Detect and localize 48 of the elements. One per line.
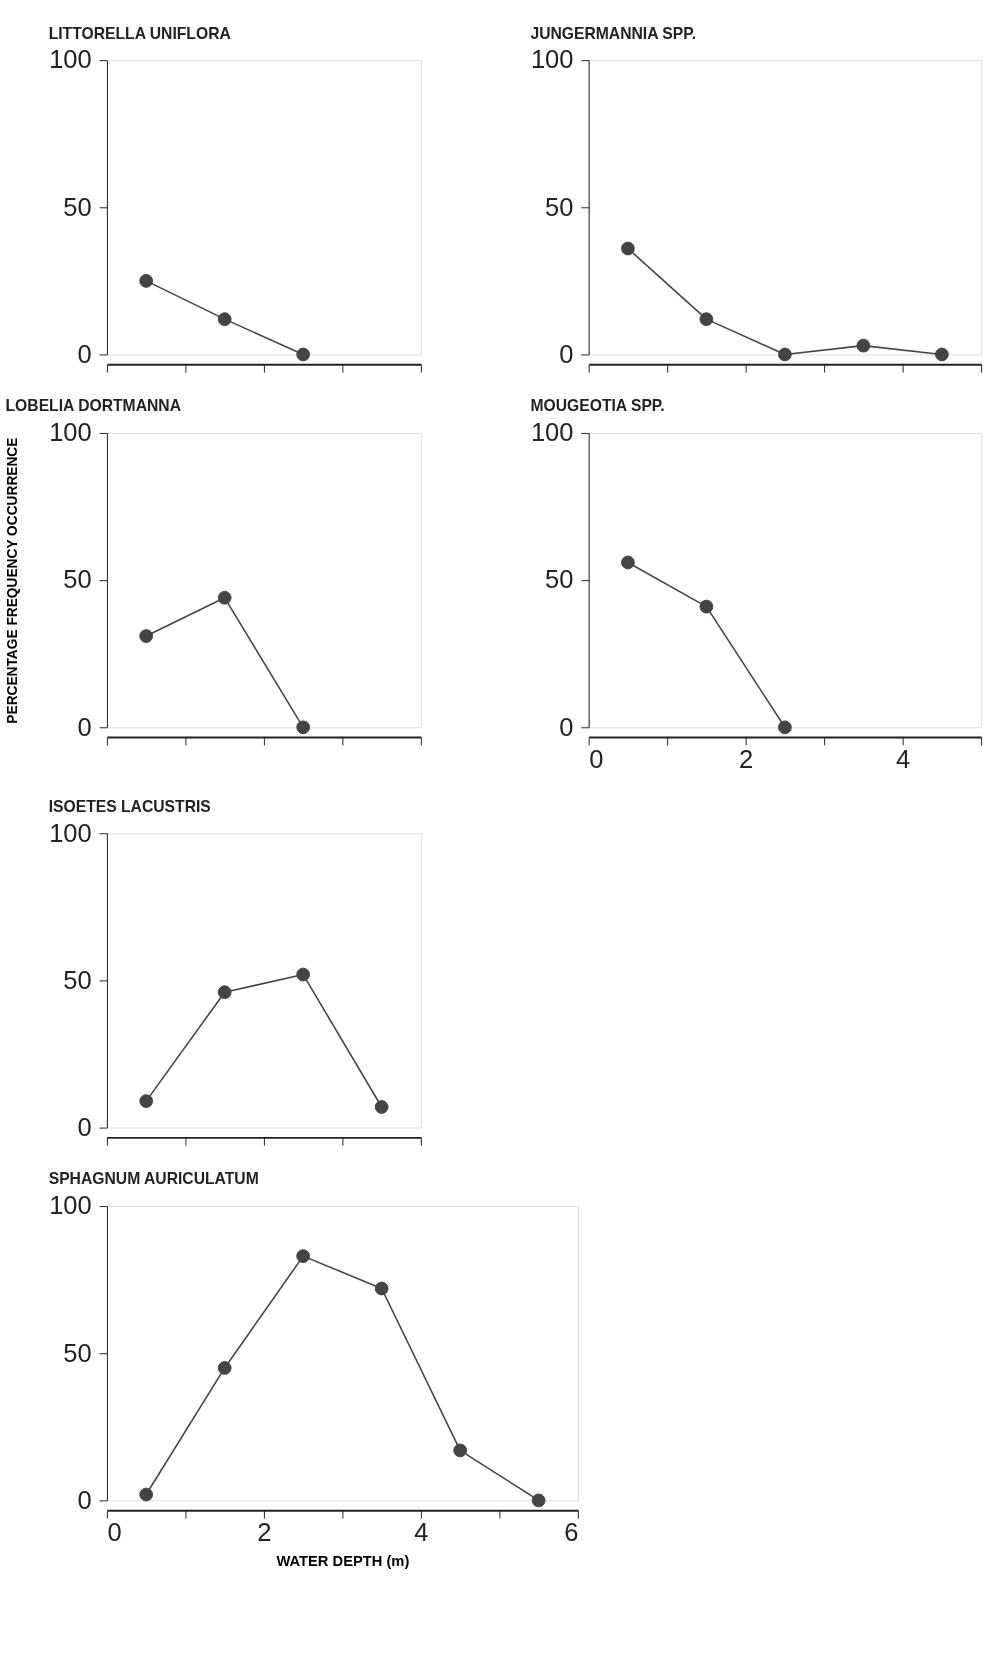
x-tick-label: 4 [896, 745, 911, 774]
point [139, 274, 154, 288]
y-tick-label: 50 [63, 1338, 92, 1367]
x-tick-label: 2 [257, 1518, 272, 1547]
chart-title: ISOETES LACUSTRIS [48, 797, 211, 815]
y-axis-title: PERCENTAGE FREQUENCY OCCURRENCE [4, 437, 20, 724]
chart-title: LOBELIA DORTMANNA [5, 397, 181, 415]
point [296, 347, 311, 362]
y-tick-label: 0 [77, 712, 92, 741]
y-tick-label: 100 [49, 1191, 92, 1220]
y-tick-label: 50 [545, 192, 574, 221]
point [139, 1094, 154, 1108]
point [374, 1100, 389, 1114]
point [856, 338, 871, 353]
chart-title: MOUGEOTIA SPP. [530, 397, 665, 415]
y-tick-label: 0 [559, 339, 574, 368]
y-tick-label: 100 [49, 818, 92, 847]
point [778, 347, 792, 362]
y-tick-label: 0 [77, 1485, 92, 1514]
point [934, 347, 949, 362]
point [699, 312, 714, 327]
x-tick-label: 4 [414, 1518, 429, 1547]
chart-title: LITTORELLA UNIFLORA [48, 24, 231, 42]
y-tick-label: 0 [77, 1112, 92, 1141]
point [217, 985, 232, 1000]
x-tick-label: 0 [107, 1518, 122, 1547]
y-tick-label: 100 [530, 418, 574, 447]
point [139, 629, 154, 643]
y-tick-label: 50 [545, 565, 574, 594]
y-tick-label: 50 [63, 565, 92, 594]
chart-title: JUNGERMANNIA SPP. [530, 24, 697, 42]
y-tick-label: 50 [63, 192, 92, 221]
x-tick-label: 0 [589, 745, 604, 774]
y-tick-label: 50 [63, 965, 92, 994]
y-tick-label: 0 [77, 339, 92, 368]
point [296, 967, 311, 982]
y-tick-label: 100 [49, 418, 92, 447]
chart-title: SPHAGNUM AURICULATUM [48, 1170, 259, 1188]
x-tick-label: 2 [739, 745, 754, 774]
point [296, 720, 311, 735]
x-tick-label: 6 [564, 1518, 579, 1547]
y-tick-label: 0 [559, 712, 574, 741]
point [217, 590, 232, 605]
x-axis-title: WATER DEPTH (m) [276, 1552, 410, 1569]
y-tick-label: 100 [49, 45, 92, 74]
point [217, 312, 232, 327]
y-tick-label: 100 [530, 45, 574, 74]
point [621, 241, 635, 256]
